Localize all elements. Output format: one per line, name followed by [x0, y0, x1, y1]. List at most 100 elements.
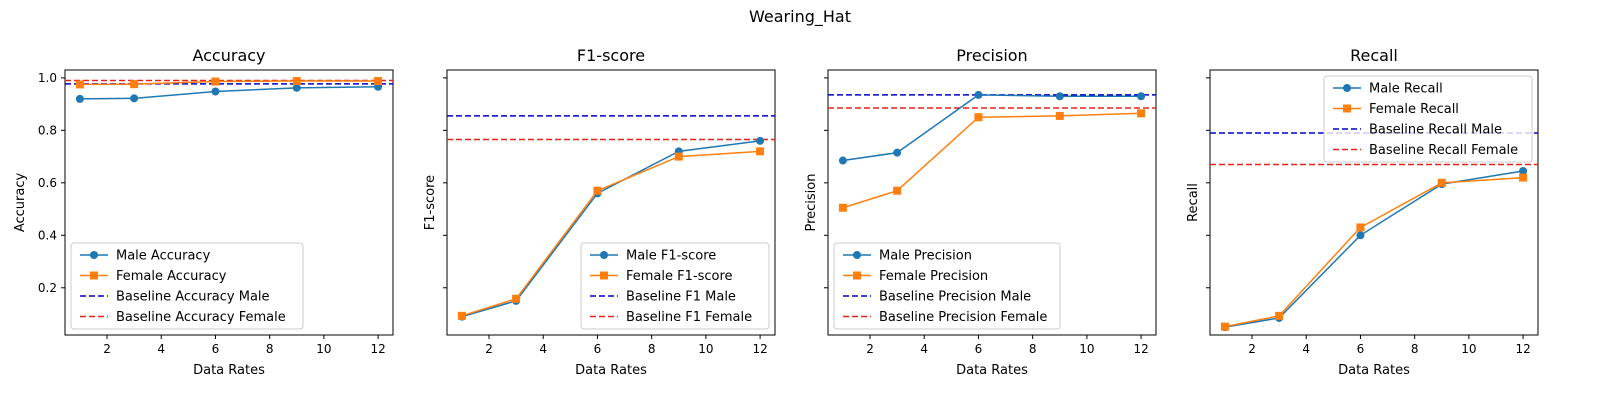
legend-entry-label: Male Recall [1369, 82, 1443, 97]
data-point-female [457, 311, 466, 320]
legend-marker-circle [90, 251, 98, 259]
data-point-female [130, 80, 139, 89]
data-point-male [1055, 92, 1064, 101]
data-point-female [893, 186, 902, 195]
legend-entry-label: Baseline Accuracy Male [116, 290, 270, 305]
x-axis-label: Data Rates [1338, 363, 1410, 378]
chart-panel-3: Precision 2 4 6 8 10 12 Data Rates Precision Male… [804, 46, 1157, 378]
legend-entry-label: Male F1-score [626, 249, 716, 264]
legend-marker-square [853, 271, 861, 280]
y-tick-label: 0.4 [38, 228, 57, 242]
data-point-female [756, 147, 765, 156]
chart-panel-4: Recall 2 4 6 8 10 12 Data Rates Recall Male Recal… [1186, 46, 1539, 378]
chart-title: Accuracy [192, 46, 265, 65]
y-tick-label: 0.6 [38, 176, 57, 190]
x-tick-label: 2 [103, 342, 111, 356]
data-point-male [130, 94, 139, 103]
data-point-male [292, 83, 301, 92]
data-point-female [75, 80, 84, 89]
y-axis-label: Recall [1186, 183, 1201, 222]
plot-area-frame [827, 69, 1157, 336]
x-tick-label: 8 [1411, 342, 1419, 356]
data-point-female [1437, 178, 1446, 187]
x-tick-label: 4 [1302, 342, 1310, 356]
legend-marker-circle [853, 251, 861, 259]
y-tick-label: 0.8 [38, 123, 57, 137]
plot-area-frame [446, 69, 776, 336]
legend-entry-label: Baseline Accuracy Female [116, 310, 286, 325]
legend: Male Accuracy Female Accuracy Baseline Acc… [70, 242, 304, 330]
data-point-female [838, 203, 847, 212]
x-tick-label: 6 [1357, 342, 1365, 356]
data-point-female [1220, 322, 1229, 331]
x-tick-label: 6 [975, 342, 983, 356]
data-point-female [1055, 111, 1064, 120]
data-point-male [1356, 231, 1365, 240]
legend-entry-label: Baseline Recall Male [1369, 123, 1502, 138]
data-point-male [974, 90, 983, 99]
figure-title: Wearing_Hat [749, 7, 851, 27]
x-tick-label: 10 [1079, 342, 1094, 356]
x-tick-label: 8 [1029, 342, 1037, 356]
legend-entry-label: Baseline Precision Male [879, 290, 1031, 305]
chart-panel-1: Accuracy 2 4 6 8 10 12 Data Rates 0.2 0.4 0.6 0.8 1.… [13, 46, 394, 378]
y-axis-label: Accuracy [13, 173, 28, 233]
x-tick-label: 2 [866, 342, 874, 356]
x-tick-label: 12 [1515, 342, 1530, 356]
x-tick-label: 12 [1133, 342, 1148, 356]
x-axis-label: Data Rates [956, 363, 1028, 378]
chart-title: Precision [956, 46, 1027, 65]
legend-entry-label: Baseline Recall Female [1369, 143, 1518, 158]
x-tick-label: 4 [157, 342, 165, 356]
legend: Male F1-score Female F1-score Baseline F1 … [580, 242, 770, 330]
legend-box [580, 242, 770, 330]
data-point-female [1275, 311, 1284, 320]
x-tick-label: 2 [485, 342, 493, 356]
x-tick-label: 4 [920, 342, 928, 356]
legend-entry-label: Female F1-score [626, 269, 733, 284]
legend-marker-circle [1343, 84, 1351, 92]
chart-title: F1-score [577, 46, 645, 65]
plot-area-frame [1209, 69, 1539, 336]
legend: Male Precision Female Precision Baseline P… [833, 242, 1061, 330]
data-point-female [674, 152, 683, 161]
data-point-female [974, 113, 983, 122]
x-tick-label: 8 [648, 342, 656, 356]
x-tick-label: 4 [539, 342, 547, 356]
legend-entry-label: Baseline Precision Female [879, 310, 1047, 325]
data-point-male [1137, 92, 1146, 101]
legend-marker-circle [600, 251, 608, 259]
data-point-female [1519, 173, 1528, 182]
y-tick-label: 1.0 [38, 71, 57, 85]
data-point-female [211, 77, 220, 86]
chart-panel-2: F1-score 2 4 6 8 10 12 Data Rates F1-score Male F… [423, 46, 776, 378]
x-tick-label: 10 [1461, 342, 1476, 356]
data-point-male [1519, 167, 1528, 176]
legend-box [70, 242, 304, 330]
legend-marker-square [1343, 104, 1351, 113]
legend-entry-label: Baseline F1 Female [626, 310, 752, 325]
legend: Male Recall Female Recall Baseline Recall … [1323, 75, 1533, 163]
legend-marker-square [90, 271, 98, 280]
data-point-male [893, 148, 902, 157]
data-point-female [1137, 109, 1146, 118]
x-tick-label: 6 [212, 342, 220, 356]
data-point-female [374, 77, 383, 86]
data-point-female [593, 186, 602, 195]
data-point-female [292, 77, 301, 86]
panels: Accuracy 2 4 6 8 10 12 Data Rates 0.2 0.4 0.6 0.8 1.… [13, 46, 1539, 378]
data-point-female [512, 294, 521, 303]
data-point-male [211, 87, 220, 96]
data-point-female [1356, 223, 1365, 232]
y-tick-label: 0.2 [38, 281, 57, 295]
x-axis-label: Data Rates [193, 363, 265, 378]
legend-entry-label: Male Accuracy [116, 249, 211, 264]
x-tick-label: 12 [752, 342, 767, 356]
legend-entry-label: Male Precision [879, 249, 972, 264]
data-point-male [75, 94, 84, 103]
x-tick-label: 12 [370, 342, 385, 356]
data-point-male [838, 156, 847, 165]
legend-entry-label: Female Recall [1369, 102, 1459, 117]
